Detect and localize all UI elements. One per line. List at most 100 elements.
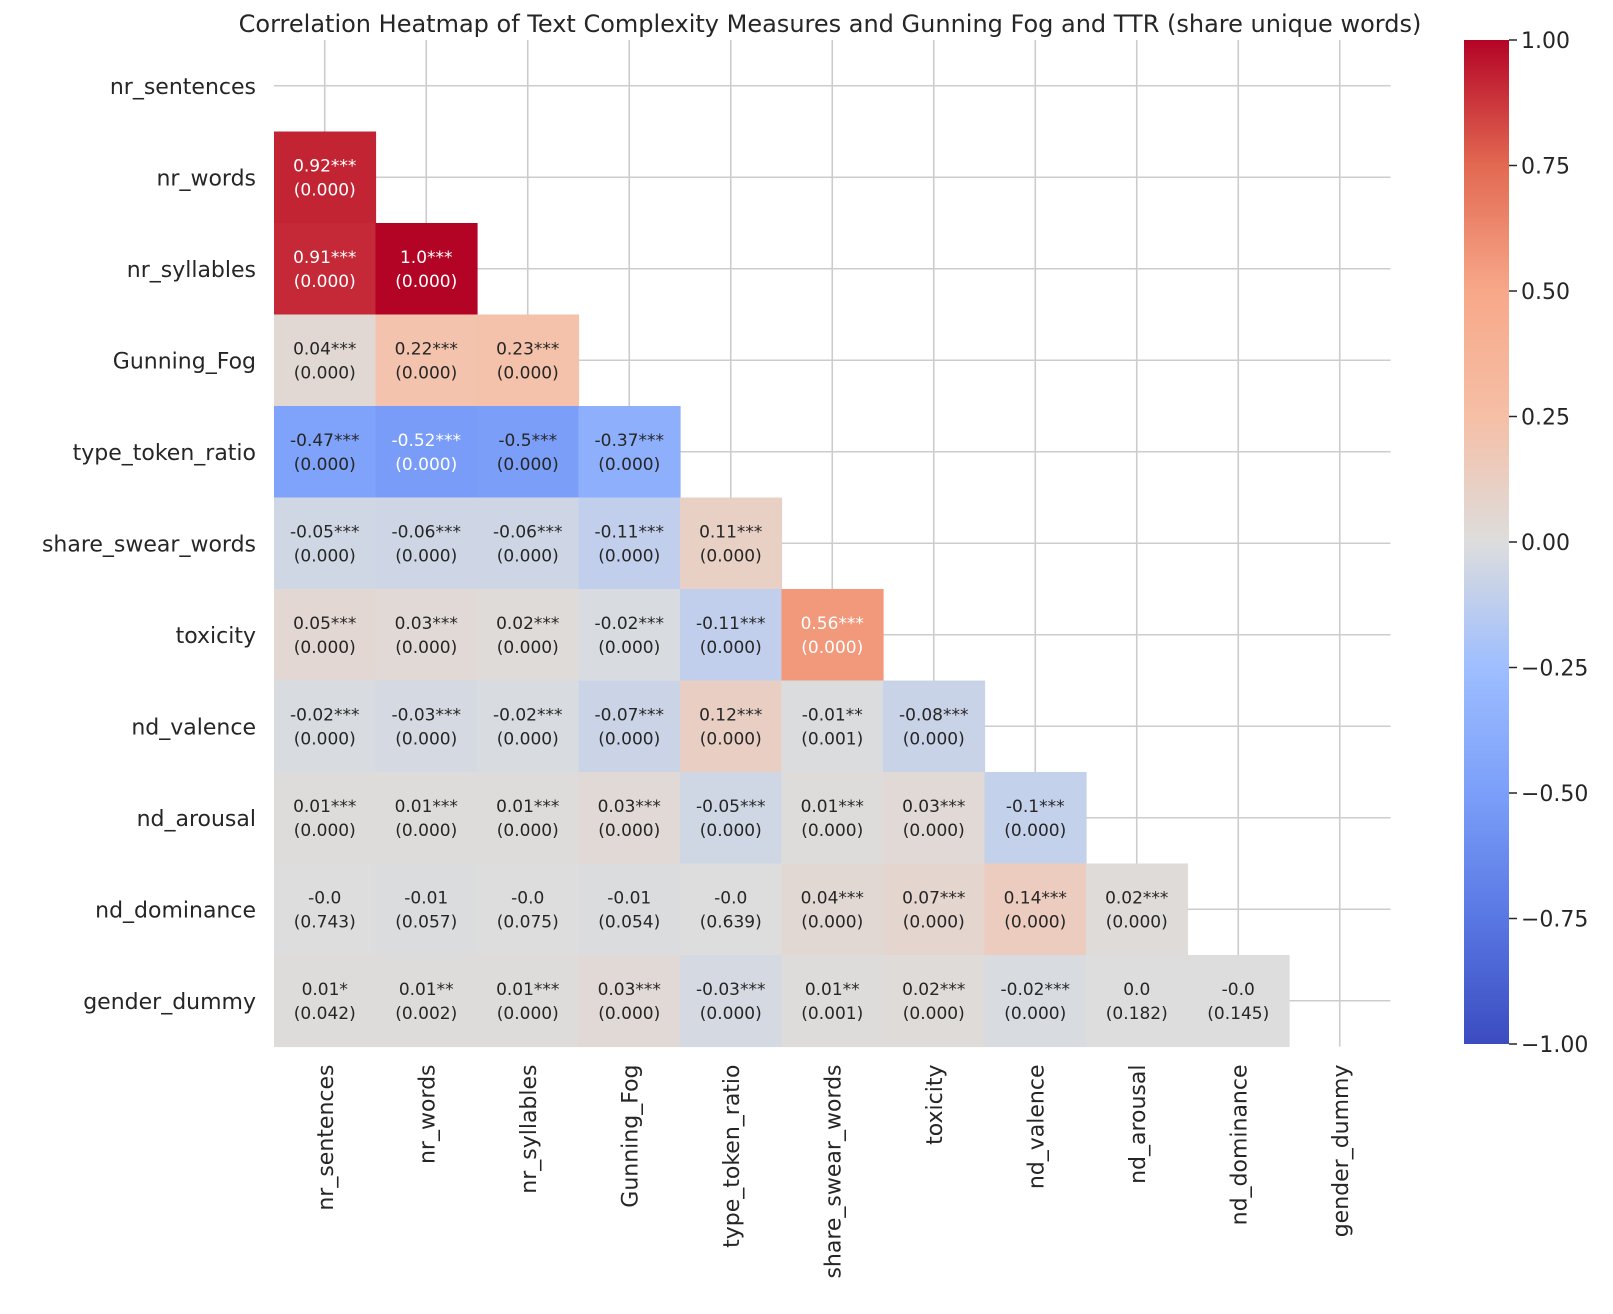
- cell-value-label: -0.03***: [392, 705, 462, 725]
- cell-pvalue-label: (0.042): [294, 1004, 356, 1024]
- heatmap-cell: [274, 863, 377, 956]
- heatmap-cell: [781, 589, 884, 682]
- heatmap-cell: [578, 955, 681, 1048]
- cell-pvalue-label: (0.000): [497, 638, 559, 658]
- heatmap-cell: [781, 772, 884, 865]
- heatmap-cell: [883, 863, 986, 956]
- cell-value-label: 0.01***: [496, 797, 559, 817]
- heatmap-cell: [578, 497, 681, 590]
- cell-value-label: -0.03***: [696, 980, 766, 1000]
- x-tick-nr-sentences: nr_sentences: [314, 1065, 339, 1211]
- cell-value-label: 0.11***: [699, 522, 762, 542]
- heatmap-cell: [274, 680, 377, 773]
- heatmap-cell: [984, 863, 1087, 956]
- heatmap-cell: [375, 314, 478, 407]
- cell-pvalue-label: (0.000): [294, 272, 356, 292]
- cell-pvalue-label: (0.000): [598, 455, 660, 475]
- heatmap-cell: [375, 223, 478, 316]
- y-tick-labels: nr_sentences nr_words nr_syllables Gunning_…: [42, 75, 256, 1015]
- cell-pvalue-label: (0.000): [903, 821, 965, 841]
- cell-pvalue-label: (0.000): [294, 546, 356, 566]
- heatmap-cell: [477, 772, 580, 865]
- heatmap-cell: [680, 772, 783, 865]
- cell-value-label: 0.91***: [293, 248, 356, 268]
- cell-pvalue-label: (0.000): [294, 363, 356, 383]
- colorbar-tick-label: 0.00: [1521, 531, 1570, 556]
- cell-value-label: -0.01**: [802, 705, 863, 725]
- cell-value-label: -0.02***: [290, 705, 360, 725]
- cell-value-label: -0.01: [607, 888, 651, 908]
- heatmap-cell: [578, 863, 681, 956]
- heatmap-cell: [477, 955, 580, 1048]
- cell-value-label: 0.56***: [801, 614, 864, 634]
- heatmap-cell: [375, 955, 478, 1048]
- heatmap-cell: [781, 680, 884, 773]
- cell-pvalue-label: (0.639): [700, 912, 762, 932]
- cell-value-label: 0.01***: [496, 980, 559, 1000]
- cell-value-label: 0.01**: [399, 980, 454, 1000]
- heatmap-cell: [477, 314, 580, 407]
- heatmap-cell: [477, 497, 580, 590]
- cell-value-label: -0.07***: [595, 705, 665, 725]
- cell-value-label: -0.02***: [1001, 980, 1071, 1000]
- cell-pvalue-label: (0.000): [294, 821, 356, 841]
- cell-pvalue-label: (0.000): [395, 729, 457, 749]
- cell-pvalue-label: (0.054): [598, 912, 660, 932]
- cell-pvalue-label: (0.000): [1004, 821, 1066, 841]
- cell-value-label: -0.1***: [1006, 797, 1065, 817]
- cell-value-label: -0.08***: [899, 705, 969, 725]
- y-tick-type-token-ratio: type_token_ratio: [73, 441, 256, 466]
- cell-pvalue-label: (0.075): [497, 912, 559, 932]
- cell-pvalue-label: (0.000): [700, 638, 762, 658]
- colorbar-tick-label: 0.75: [1521, 155, 1570, 180]
- heatmap-cell: [375, 589, 478, 682]
- cell-pvalue-label: (0.000): [497, 729, 559, 749]
- heatmap-cell: [781, 863, 884, 956]
- colorbar-tick-label: −1.00: [1521, 1033, 1588, 1058]
- heatmap-cell: [680, 955, 783, 1048]
- cell-pvalue-label: (0.000): [1004, 912, 1066, 932]
- cell-value-label: 0.01***: [395, 797, 458, 817]
- heatmap-cell: [274, 497, 377, 590]
- cell-value-label: -0.02***: [595, 614, 665, 634]
- cell-pvalue-label: (0.145): [1207, 1004, 1269, 1024]
- x-tick-nr-words: nr_words: [415, 1065, 440, 1165]
- cell-pvalue-label: (0.000): [1004, 1004, 1066, 1024]
- cell-pvalue-label: (0.000): [598, 821, 660, 841]
- heatmap-cell: [274, 955, 377, 1048]
- cell-pvalue-label: (0.000): [497, 363, 559, 383]
- heatmap-cell: [883, 772, 986, 865]
- heatmap-cell: [375, 863, 478, 956]
- colorbar-ticks: 1.00 0.75 0.50 0.25 0.00 −0.25 −0.50 −0.75 −1.00: [1509, 29, 1588, 1058]
- x-tick-nd-arousal: nd_arousal: [1126, 1065, 1151, 1184]
- heatmap-cell: [578, 772, 681, 865]
- cell-pvalue-label: (0.000): [801, 821, 863, 841]
- cell-pvalue-label: (0.000): [903, 729, 965, 749]
- cell-value-label: -0.05***: [290, 522, 360, 542]
- cell-value-label: -0.5***: [498, 431, 557, 451]
- heatmap-cell: [680, 863, 783, 956]
- heatmap-cell: [274, 314, 377, 407]
- cell-pvalue-label: (0.000): [903, 912, 965, 932]
- cell-value-label: -0.0: [714, 888, 747, 908]
- cell-value-label: 0.0: [1123, 980, 1150, 1000]
- x-tick-toxicity: toxicity: [923, 1065, 948, 1145]
- cell-value-label: 0.05***: [293, 614, 356, 634]
- cell-pvalue-label: (0.000): [294, 729, 356, 749]
- cell-value-label: -0.05***: [696, 797, 766, 817]
- cell-value-label: -0.0: [1222, 980, 1255, 1000]
- heatmap-cell: [680, 589, 783, 682]
- cell-value-label: -0.02***: [493, 705, 563, 725]
- cell-pvalue-label: (0.057): [395, 912, 457, 932]
- cell-value-label: 0.03***: [395, 614, 458, 634]
- colorbar-tick-label: −0.25: [1521, 657, 1588, 682]
- x-tick-nd-dominance: nd_dominance: [1227, 1065, 1252, 1226]
- cell-value-label: 0.22***: [395, 339, 458, 359]
- heatmap-cell: [274, 223, 377, 316]
- y-tick-nr-words: nr_words: [156, 166, 256, 191]
- cell-value-label: 0.12***: [699, 705, 762, 725]
- cell-value-label: 0.01**: [805, 980, 860, 1000]
- heatmap-cell: [274, 406, 377, 499]
- heatmap-cell: [984, 955, 1087, 1048]
- cell-value-label: 0.02***: [902, 980, 965, 1000]
